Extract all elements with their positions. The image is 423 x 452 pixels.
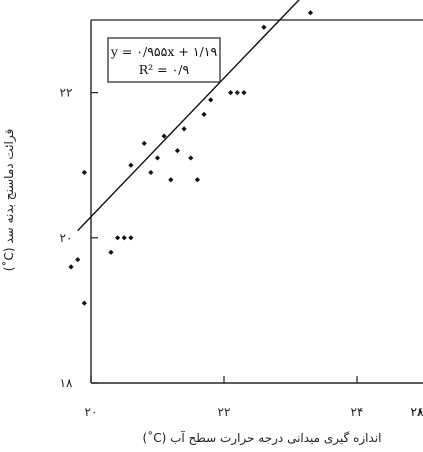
data-point — [174, 148, 181, 154]
data-point — [201, 111, 207, 117]
data-point — [108, 249, 114, 255]
x-tick-label: ۲۸ — [411, 405, 423, 419]
data-point — [154, 155, 161, 161]
data-point — [75, 256, 81, 263]
data-point — [181, 126, 187, 132]
data-point — [208, 97, 214, 103]
data-point — [188, 155, 194, 161]
data-point — [194, 177, 200, 183]
data-point — [81, 300, 87, 306]
x-tick-label: ۲۶ — [411, 405, 423, 419]
equation-box-border — [107, 37, 221, 83]
plot-frame — [90, 19, 423, 384]
data-point — [121, 235, 127, 241]
data-point — [148, 169, 154, 176]
data-point — [261, 24, 267, 30]
data-point — [234, 90, 240, 96]
x-tick-label: ۲۰ — [85, 405, 98, 419]
x-tick-label: ۲۴ — [351, 405, 364, 419]
equation-label: y = ۰/۹۵۵x + ۱/۱۹ — [110, 44, 218, 59]
r-squared-label: R² = ۰/۹ — [139, 62, 190, 77]
equation-box: y = ۰/۹۵۵x + ۱/۱۹ R² = ۰/۹ — [107, 37, 221, 83]
y-tick-label: ۲۲ — [60, 86, 73, 100]
x-tick-label: ۲۲ — [218, 405, 231, 419]
data-points — [68, 10, 314, 306]
data-point — [68, 264, 74, 270]
y-tick-label: ۱۸ — [60, 376, 73, 390]
data-point — [168, 177, 174, 183]
data-point — [307, 10, 314, 16]
trendline — [77, 0, 300, 232]
data-point — [128, 162, 134, 168]
data-point — [161, 133, 167, 139]
data-point — [228, 90, 234, 96]
data-point — [141, 140, 147, 147]
y-axis-title: قرائت دماسنج بدنه سد (C˚) — [1, 129, 17, 271]
data-point — [128, 235, 134, 241]
data-point — [115, 235, 121, 241]
y-axis-ticks: ۱۸۲۰۲۲۲۴۲۶۲۸ — [60, 86, 98, 390]
y-tick-label: ۲۰ — [60, 231, 73, 245]
x-axis-title: اندازه گیری میدانی درجه حرارت سطح آب (C˚… — [143, 430, 382, 446]
data-point — [81, 169, 87, 176]
x-axis-ticks: ۱۸۲۰۲۲۲۴۲۶۲۸ — [85, 376, 423, 419]
data-point — [241, 90, 247, 96]
